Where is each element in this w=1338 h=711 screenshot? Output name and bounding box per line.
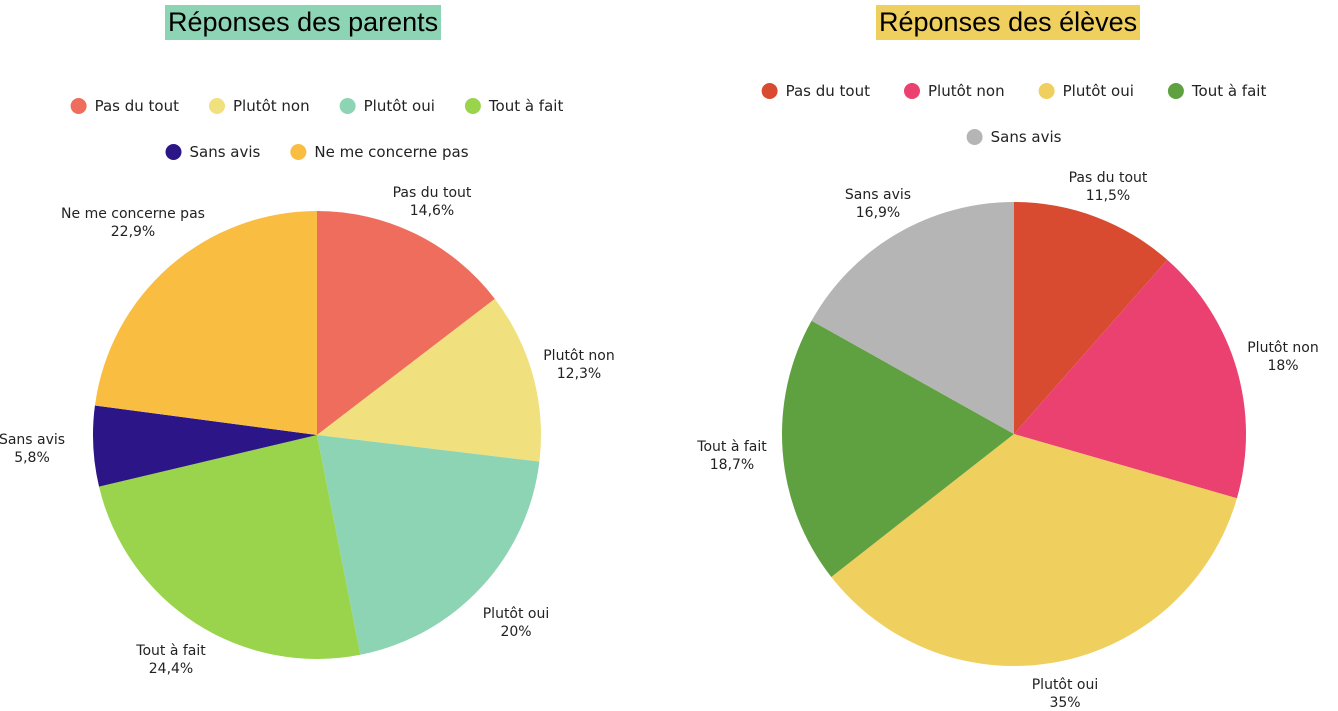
legend-marker (165, 144, 182, 160)
legend-marker (966, 129, 983, 145)
slice-value-label: 16,9% (856, 205, 900, 221)
pie-slice-sans-avis (93, 405, 318, 487)
pie-slice-tout-a-fait (781, 320, 1014, 577)
legend-label-sans-avis: Sans avis (991, 128, 1062, 146)
slice-label-plutot-oui: Plutôt oui (483, 606, 550, 622)
legend-label-plutot-non: Plutôt non (928, 82, 1005, 100)
pie-slice-plutot-non (1014, 259, 1247, 499)
legend-row: Pas du tout Plutôt non Plutôt oui Tout à fa… (70, 97, 564, 115)
legend-label-tout-a-fait: Tout à fait (1191, 82, 1267, 100)
pie-slice-pas-du-tout (317, 211, 495, 435)
pie-chart-students: Pas du tout 11,5% Plutôt non 18% Plutôt oui 3… (696, 82, 1319, 711)
slice-label-tout-a-fait: Tout à fait (696, 439, 767, 455)
legend-row: Sans avis (966, 128, 1062, 146)
slice-value-label: 18% (1267, 358, 1298, 374)
legend-label-ne-me-concerne-pas: Ne me concerne pas (314, 143, 468, 161)
slice-label-ne-me-concerne-pas: Ne me concerne pas (61, 206, 205, 222)
slice-label-pas-du-tout: Pas du tout (393, 185, 472, 201)
slice-value-label: 12,3% (557, 366, 601, 382)
pie-slice-sans-avis (811, 202, 1014, 434)
legend-marker (1167, 83, 1184, 99)
slice-value-label: 35% (1049, 695, 1080, 711)
legend-row: Sans avis Ne me concerne pas (165, 143, 469, 161)
slice-label-plutot-non: Plutôt non (543, 348, 615, 364)
chart-title: Réponses des élèves (876, 5, 1141, 40)
legend-marker (1038, 83, 1055, 99)
legend-marker (903, 83, 920, 99)
chart-title: Réponses des parents (165, 5, 442, 40)
slice-value-label: 5,8% (14, 450, 50, 466)
slice-value-label: 24,4% (149, 661, 193, 677)
legend-marker (464, 98, 481, 114)
students-chart: Réponses des élèves Pas du tout 11,5% Plut… (669, 0, 1338, 711)
pie-slice-ne-me-concerne-pas (94, 211, 317, 435)
legend-marker (761, 83, 778, 99)
legend-label-pas-du-tout: Pas du tout (95, 97, 180, 115)
slice-value-label: 22,9% (111, 224, 155, 240)
legend-label-plutot-non: Plutôt non (233, 97, 310, 115)
pie-slice-plutot-oui (317, 435, 540, 655)
slice-label-plutot-non: Plutôt non (1247, 340, 1319, 356)
pie-slice-plutot-oui (831, 434, 1237, 667)
pie-chart-parents: Pas du tout 14,6% Plutôt non 12,3% Plutôt ou… (0, 97, 615, 677)
legend-marker (208, 98, 225, 114)
legend-label-plutot-oui: Plutôt oui (364, 97, 435, 115)
pie-slice-plutot-non (317, 298, 542, 462)
legend-marker (339, 98, 356, 114)
slice-label-pas-du-tout: Pas du tout (1069, 170, 1148, 186)
slice-value-label: 20% (500, 624, 531, 640)
slice-label-tout-a-fait: Tout à fait (135, 643, 206, 659)
slice-label-sans-avis: Sans avis (0, 432, 65, 448)
legend-label-sans-avis: Sans avis (190, 143, 261, 161)
legend-marker (70, 98, 87, 114)
legend-label-pas-du-tout: Pas du tout (786, 82, 871, 100)
legend-label-tout-a-fait: Tout à fait (488, 97, 564, 115)
legend-label-plutot-oui: Plutôt oui (1063, 82, 1134, 100)
pie-slice-pas-du-tout (1014, 202, 1168, 434)
slice-value-label: 18,7% (710, 457, 754, 473)
slice-value-label: 14,6% (410, 203, 454, 219)
slice-label-sans-avis: Sans avis (845, 187, 911, 203)
slice-value-label: 11,5% (1086, 188, 1130, 204)
pie-slice-tout-a-fait (99, 435, 361, 659)
legend-marker (290, 144, 307, 160)
parents-chart: Réponses des parents Pas du tout 14,6% Plu… (0, 5, 615, 677)
legend-row: Pas du tout Plutôt non Plutôt oui Tout à fa… (761, 82, 1267, 100)
slice-label-plutot-oui: Plutôt oui (1032, 677, 1099, 693)
